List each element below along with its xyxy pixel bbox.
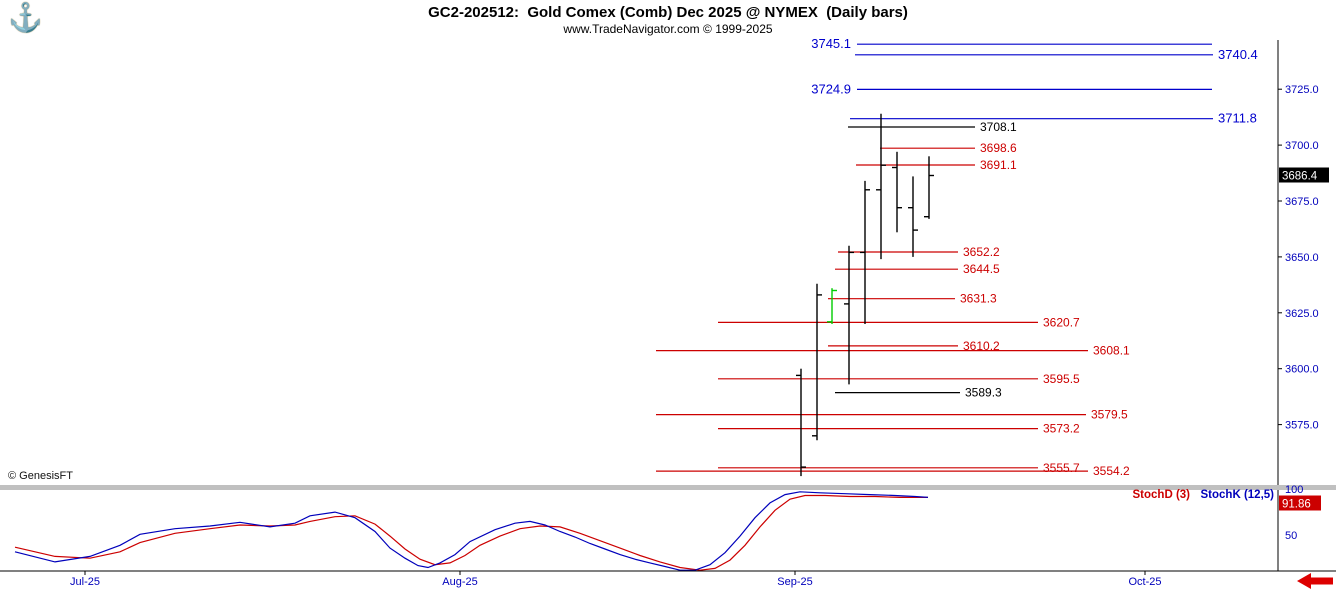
- price-level-label-3554.2: 3554.2: [1093, 464, 1130, 478]
- price-level-label-3708.1: 3708.1: [980, 120, 1017, 134]
- price-level-label-3740.4: 3740.4: [1218, 47, 1258, 62]
- price-level-label-3652.2: 3652.2: [963, 245, 1000, 259]
- price-level-label-3724.9: 3724.9: [811, 81, 851, 96]
- last-price-badge-label: 3686.4: [1282, 171, 1318, 183]
- stoch-tick-label-50: 50: [1285, 530, 1297, 542]
- stoch-k-line: [14, 491, 929, 571]
- month-label-Sep-25: Sep-25: [777, 576, 812, 588]
- price-tick-label-3625.0: 3625.0: [1285, 308, 1319, 320]
- scroll-left-arrow-icon[interactable]: [1297, 573, 1333, 589]
- month-label-Aug-25: Aug-25: [442, 576, 477, 588]
- price-level-label-3644.5: 3644.5: [963, 262, 1000, 276]
- ohlc-bar-3[interactable]: [844, 245, 854, 385]
- price-level-label-3573.2: 3573.2: [1043, 422, 1080, 436]
- price-level-label-3698.6: 3698.6: [980, 141, 1017, 155]
- ohlc-bar-0[interactable]: [796, 368, 806, 477]
- ohlc-bar-4[interactable]: [860, 180, 870, 324]
- price-level-label-3610.2: 3610.2: [963, 339, 1000, 353]
- price-tick-label-3675.0: 3675.0: [1285, 196, 1319, 208]
- price-level-label-3595.5: 3595.5: [1043, 372, 1080, 386]
- month-label-Jul-25: Jul-25: [70, 576, 100, 588]
- price-level-label-3691.1: 3691.1: [980, 158, 1017, 172]
- price-tick-label-3700.0: 3700.0: [1285, 140, 1319, 152]
- price-level-label-3608.1: 3608.1: [1093, 344, 1130, 358]
- app-logo-anchor-icon[interactable]: ⚓: [8, 2, 43, 33]
- price-level-label-3579.5: 3579.5: [1091, 408, 1128, 422]
- panel-splitter[interactable]: [0, 485, 1336, 490]
- price-level-label-3631.3: 3631.3: [960, 292, 997, 306]
- price-tick-label-3650.0: 3650.0: [1285, 252, 1319, 264]
- price-tick-label-3600.0: 3600.0: [1285, 364, 1319, 376]
- ohlc-bar-5[interactable]: [876, 113, 886, 260]
- last-price-badge: [1279, 167, 1329, 183]
- ohlc-bar-7[interactable]: [908, 176, 918, 257]
- price-tick-label-3575.0: 3575.0: [1285, 420, 1319, 432]
- stoch-d-line: [14, 494, 928, 571]
- price-level-label-3555.7: 3555.7: [1043, 461, 1080, 475]
- stoch-tick-label-100: 100: [1285, 484, 1303, 496]
- price-tick-label-3725.0: 3725.0: [1285, 84, 1319, 96]
- stoch-value-badge: [1279, 495, 1321, 511]
- ohlc-bar-6[interactable]: [892, 151, 902, 233]
- price-level-label-3589.3: 3589.3: [965, 386, 1002, 400]
- price-level-label-3745.1: 3745.1: [811, 36, 851, 51]
- ohlc-bar-8[interactable]: [924, 156, 934, 219]
- genesis-watermark: © GenesisFT: [8, 470, 73, 482]
- ohlc-bar-1[interactable]: [812, 283, 822, 441]
- ohlc-bar-2[interactable]: [827, 288, 837, 324]
- month-label-Oct-25: Oct-25: [1128, 576, 1161, 588]
- stoch-k-legend[interactable]: StochK (12,5): [1201, 489, 1275, 501]
- price-level-label-3620.7: 3620.7: [1043, 315, 1080, 329]
- price-level-label-3711.8: 3711.8: [1218, 111, 1257, 126]
- stoch-d-legend[interactable]: StochD (3): [1133, 489, 1191, 501]
- stoch-value-badge-label: 91.86: [1282, 499, 1311, 511]
